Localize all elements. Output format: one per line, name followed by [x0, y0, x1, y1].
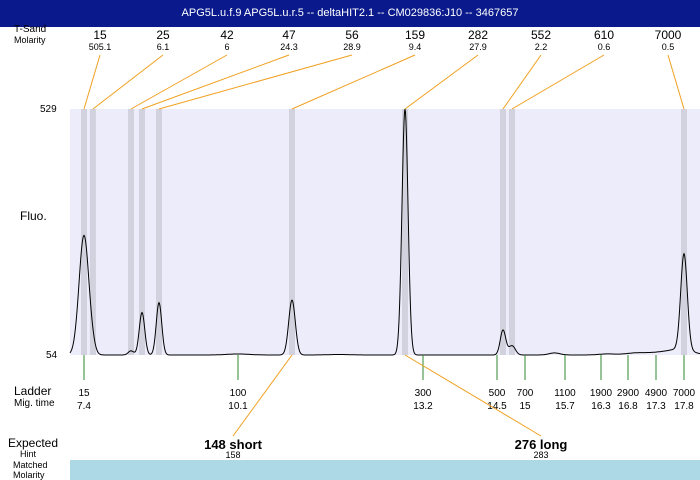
peak-connector [130, 54, 228, 110]
molarity-row-label-top: Molarity [14, 35, 46, 45]
ladder-time-label: 17.8 [674, 401, 694, 412]
ladder-time-label: 17.3 [646, 401, 666, 412]
matched-molarity-band [70, 460, 700, 480]
peak-size-label: 552 [531, 28, 551, 42]
peak-band [156, 109, 162, 355]
peak-molarity-label: 505.1 [89, 42, 112, 52]
peak-band [681, 109, 687, 355]
matched-row-label: Matched [13, 460, 48, 470]
ladder-time-label: 13.2 [413, 401, 433, 412]
y-min-label: 54 [46, 350, 58, 361]
peak-molarity-label: 28.9 [343, 42, 361, 52]
ladder-time-label: 7.4 [77, 401, 91, 412]
peak-band [289, 109, 295, 355]
peak-band [402, 109, 408, 355]
expected-connector [404, 354, 542, 437]
ladder-size-label: 700 [517, 388, 534, 399]
peak-size-label: 282 [468, 28, 488, 42]
ladder-size-label: 1900 [590, 388, 613, 399]
peak-molarity-label: 0.6 [598, 42, 611, 52]
peak-band [139, 109, 145, 355]
ladder-row-label: Ladder [14, 384, 52, 398]
peak-size-label: 610 [594, 28, 614, 42]
peak-size-label: 159 [405, 28, 425, 42]
ladder-size-label: 15 [78, 388, 90, 399]
peak-connector [502, 54, 542, 110]
peak-connector [291, 54, 416, 110]
peak-molarity-label: 2.2 [535, 42, 548, 52]
peak-connector [158, 54, 353, 110]
peak-size-label: 42 [220, 28, 234, 42]
expected-hint-value: 158 [225, 450, 240, 460]
peak-molarity-label: 9.4 [409, 42, 422, 52]
peak-band [128, 109, 134, 355]
ladder-time-label: 15.7 [555, 401, 575, 412]
peak-band [509, 109, 515, 355]
peak-connector [667, 54, 685, 110]
peak-size-label: 47 [282, 28, 296, 42]
expected-connector [232, 354, 293, 437]
peak-size-label: 56 [345, 28, 359, 42]
peak-band [89, 109, 96, 355]
peak-size-label: 15 [93, 28, 107, 42]
peak-connector [141, 54, 290, 110]
hint-row-label: Hint [20, 449, 37, 459]
peak-size-label: 25 [156, 28, 170, 42]
peak-connector [404, 54, 479, 110]
expected-fragment-label: 148 short [204, 437, 262, 452]
size-row-label: T-Sand [14, 24, 47, 35]
peak-molarity-label: 6.1 [157, 42, 170, 52]
peak-band [81, 109, 87, 355]
ladder-time-label: 14.5 [487, 401, 507, 412]
peak-connector [92, 54, 164, 110]
plot-area [70, 109, 700, 355]
fluo-axis-label: Fluo. [20, 209, 47, 223]
expected-fragment-label: 276 long [515, 437, 568, 452]
peak-band [500, 109, 506, 355]
ladder-time-label: 16.8 [618, 401, 638, 412]
window-title: APG5L.u.f.9 APG5L.u.r.5 -- deltaHIT2.1 -… [0, 0, 700, 27]
fluorescence-trace [69, 108, 700, 356]
ladder-size-label: 100 [230, 388, 247, 399]
mig-time-row-label: Mig. time [14, 398, 55, 409]
peak-connector [511, 54, 605, 110]
ladder-time-label: 10.1 [228, 401, 248, 412]
peak-molarity-label: 6 [224, 42, 229, 52]
molarity-row-label: Molarity [13, 470, 45, 480]
ladder-size-label: 300 [415, 388, 432, 399]
peak-connector [83, 54, 101, 110]
ladder-size-label: 2900 [617, 388, 640, 399]
ladder-size-label: 500 [489, 388, 506, 399]
peak-size-label: 7000 [655, 28, 682, 42]
ladder-size-label: 4900 [645, 388, 668, 399]
ladder-time-label: 15 [519, 401, 531, 412]
expected-row-label: Expected [8, 436, 59, 450]
peak-molarity-label: 0.5 [662, 42, 675, 52]
ladder-size-label: 1100 [554, 388, 576, 399]
expected-hint-value: 283 [533, 450, 548, 460]
ladder-size-label: 7000 [673, 388, 696, 399]
ladder-time-label: 16.3 [591, 401, 611, 412]
peak-molarity-label: 24.3 [280, 42, 298, 52]
peak-molarity-label: 27.9 [469, 42, 487, 52]
y-max-label: 529 [40, 104, 57, 115]
